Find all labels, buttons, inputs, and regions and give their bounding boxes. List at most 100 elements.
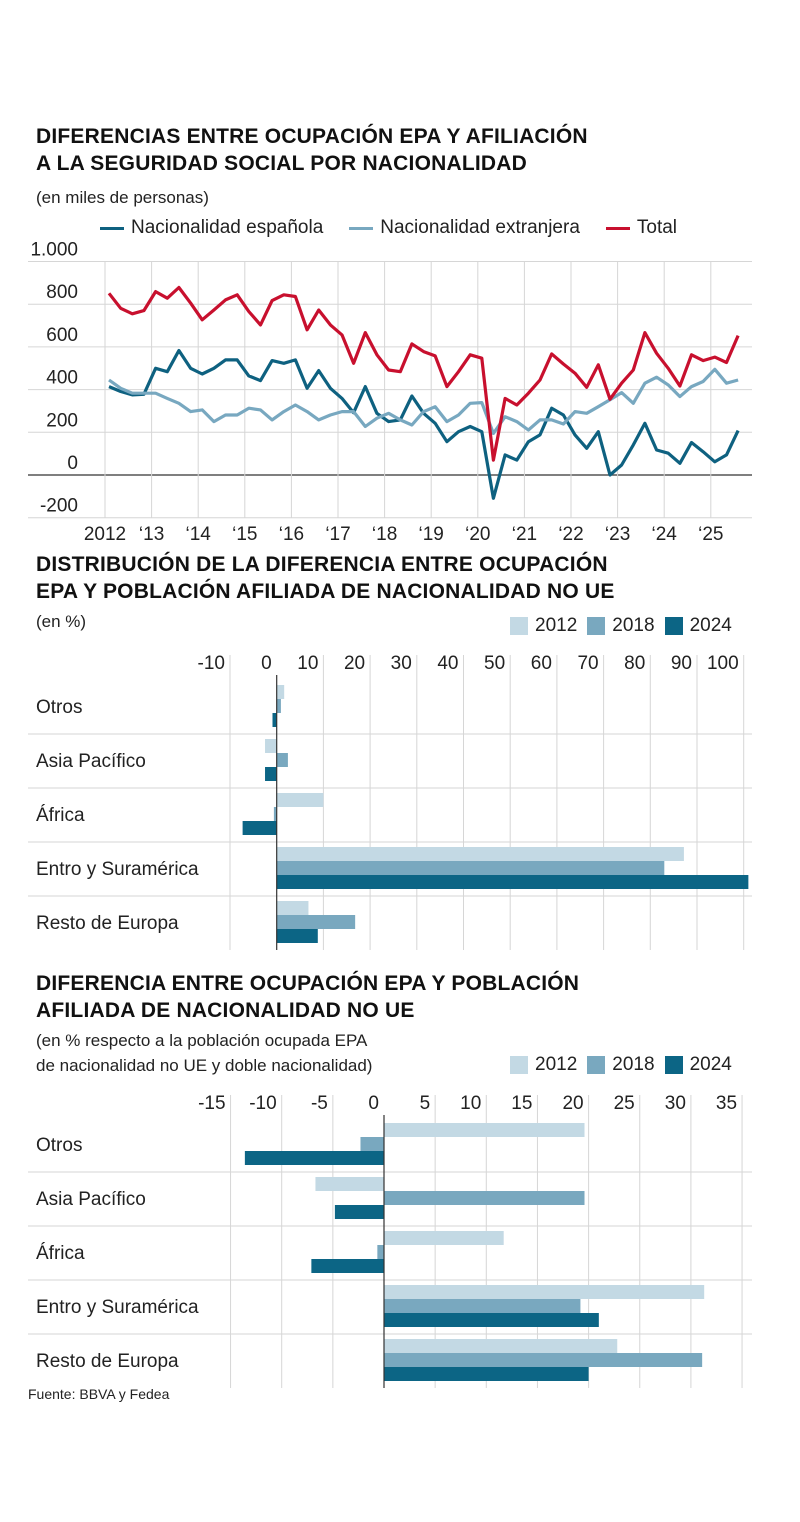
legend-label: 2012	[535, 1054, 578, 1075]
legend-swatch	[664, 617, 683, 635]
x-tick-label: 60	[531, 653, 552, 674]
bar-2012	[384, 1339, 618, 1353]
x-tick-label: ‘25	[698, 524, 723, 545]
x-tick-label: ‘13	[139, 524, 164, 545]
source-note: Fuente: BBVA y Fedea	[28, 1386, 170, 1402]
bar-2012	[276, 793, 324, 807]
x-tick-label: 30	[391, 653, 412, 674]
legend-item-2012: 2012	[510, 1054, 577, 1076]
chart3-subtitle: (en % respecto a la población ocupada EP…	[36, 1028, 372, 1078]
legend-label: Nacionalidad española	[131, 217, 324, 238]
x-tick-label: 25	[614, 1093, 635, 1114]
chart3-bar-plot: -15 -10 -5 0 5 10 15 20 25 30 35 Otros Asia Pacífico…	[28, 1093, 752, 1388]
bar-2024	[384, 1313, 599, 1327]
category-label: Asia Pacífico	[36, 751, 146, 772]
y-tick-label: 400	[46, 368, 78, 389]
y-tick-label: 1.000	[30, 240, 78, 261]
x-tick-label: ‘22	[558, 524, 583, 545]
bar-2018	[377, 1245, 384, 1259]
legend-item-espanola: Nacionalidad española	[100, 217, 323, 239]
bar-2024	[276, 929, 318, 943]
chart3-subtitle-line2: de nacionalidad no UE y doble nacionalid…	[36, 1056, 373, 1075]
series-line-nacionalidad-española	[108, 348, 740, 500]
legend-label: Nacionalidad extranjera	[380, 217, 580, 238]
chart3-subtitle-line1: (en % respecto a la población ocupada EP…	[36, 1031, 368, 1050]
chart2-title-line1: DISTRIBUCIÓN DE LA DIFERENCIA ENTRE OCUP…	[36, 553, 608, 576]
bar-2024	[272, 713, 277, 727]
bar-2024	[276, 875, 749, 889]
chart2-title-line2: EPA Y POBLACIÓN AFILIADA DE NACIONALIDAD…	[36, 580, 615, 603]
legend-swatch	[510, 617, 528, 635]
bar-2024	[311, 1259, 384, 1273]
bar-2012	[384, 1231, 504, 1245]
x-tick-label: 30	[665, 1093, 686, 1114]
bar-2018	[276, 753, 288, 767]
chart2-subtitle: (en %)	[36, 612, 87, 631]
legend-swatch	[587, 617, 606, 635]
legend-item-2018: 2018	[587, 615, 655, 637]
legend-swatch	[100, 226, 124, 230]
x-tick-label: ‘20	[465, 524, 490, 545]
x-tick-label: 20	[344, 653, 365, 674]
legend-label: 2018	[612, 615, 655, 636]
x-tick-label: ‘23	[605, 524, 630, 545]
legend-swatch	[587, 1056, 606, 1074]
bar-2012	[384, 1285, 705, 1299]
chart2-title: DISTRIBUCIÓN DE LA DIFERENCIA ENTRE OCUP…	[36, 551, 615, 605]
bar-2024	[244, 1151, 384, 1165]
x-tick-label: 90	[671, 653, 692, 674]
x-tick-label: ‘21	[512, 524, 537, 545]
x-tick-label: ‘15	[232, 524, 257, 545]
bar-2024	[334, 1205, 384, 1219]
category-label: Resto de Europa	[36, 1351, 179, 1372]
legend-item-2024: 2024	[664, 615, 732, 637]
category-label: África	[36, 1243, 85, 1264]
x-tick-label: 40	[437, 653, 458, 674]
y-tick-label: 0	[67, 453, 78, 474]
x-tick-label: 50	[484, 653, 505, 674]
x-tick-label: -10	[198, 653, 225, 674]
legend-swatch	[605, 226, 630, 230]
chart1-line-plot: 1.000 800 600 400 200 0 -200 2012 ‘13 ‘14 ‘15 ‘16 ‘1…	[28, 240, 752, 545]
x-tick-label: 0	[368, 1093, 379, 1114]
y-tick-label: 200	[46, 410, 78, 431]
legend-swatch	[664, 1056, 683, 1074]
x-tick-label: 2012	[84, 524, 126, 545]
series-line-nacionalidad-extranjera	[108, 367, 739, 435]
x-tick-label: 70	[577, 653, 598, 674]
bar-2024	[265, 767, 277, 781]
bar-2024	[384, 1367, 589, 1381]
bar-2012	[384, 1123, 585, 1137]
legend-item-extranjera: Nacionalidad extranjera	[349, 217, 580, 239]
chart1-title-line2: A LA SEGURIDAD SOCIAL POR NACIONALIDAD	[36, 152, 527, 175]
bar-2012	[276, 847, 684, 861]
bar-2012	[315, 1177, 384, 1191]
x-tick-label: 10	[460, 1093, 481, 1114]
x-tick-label: 5	[420, 1093, 431, 1114]
x-tick-label: 10	[297, 653, 318, 674]
category-label: África	[36, 805, 85, 826]
x-tick-label: 15	[511, 1093, 532, 1114]
chart2-bar-plot: -10 0 10 20 30 40 50 60 70 80 90 100 Otros Asia Pacíf…	[28, 653, 752, 950]
chart2-legend: 2012 2018 2024	[510, 615, 732, 637]
x-tick-label: 100	[707, 653, 739, 674]
bar-2018	[384, 1353, 703, 1367]
bar-2018	[276, 915, 356, 929]
x-tick-label: 80	[624, 653, 645, 674]
chart1-legend: Nacionalidad española Nacionalidad extra…	[100, 217, 677, 239]
bar-2018	[273, 807, 277, 821]
chart1-title: DIFERENCIAS ENTRE OCUPACIÓN EPA Y AFILIA…	[36, 123, 588, 177]
bar-2018	[384, 1299, 581, 1313]
x-tick-label: ‘14	[186, 524, 212, 545]
bar-2012	[265, 739, 277, 753]
legend-label: 2018	[612, 1054, 655, 1075]
legend-item-2012: 2012	[510, 615, 577, 637]
chart3-title: DIFERENCIA ENTRE OCUPACIÓN EPA Y POBLACI…	[36, 970, 579, 1024]
y-tick-label: -200	[40, 496, 78, 517]
bar-2018	[276, 699, 281, 713]
category-label: Entro y Suramérica	[36, 859, 199, 880]
legend-item-2018: 2018	[587, 1054, 655, 1076]
legend-item-2024: 2024	[664, 1054, 732, 1076]
legend-label: 2024	[689, 615, 732, 636]
x-tick-label: ‘24	[652, 524, 678, 545]
